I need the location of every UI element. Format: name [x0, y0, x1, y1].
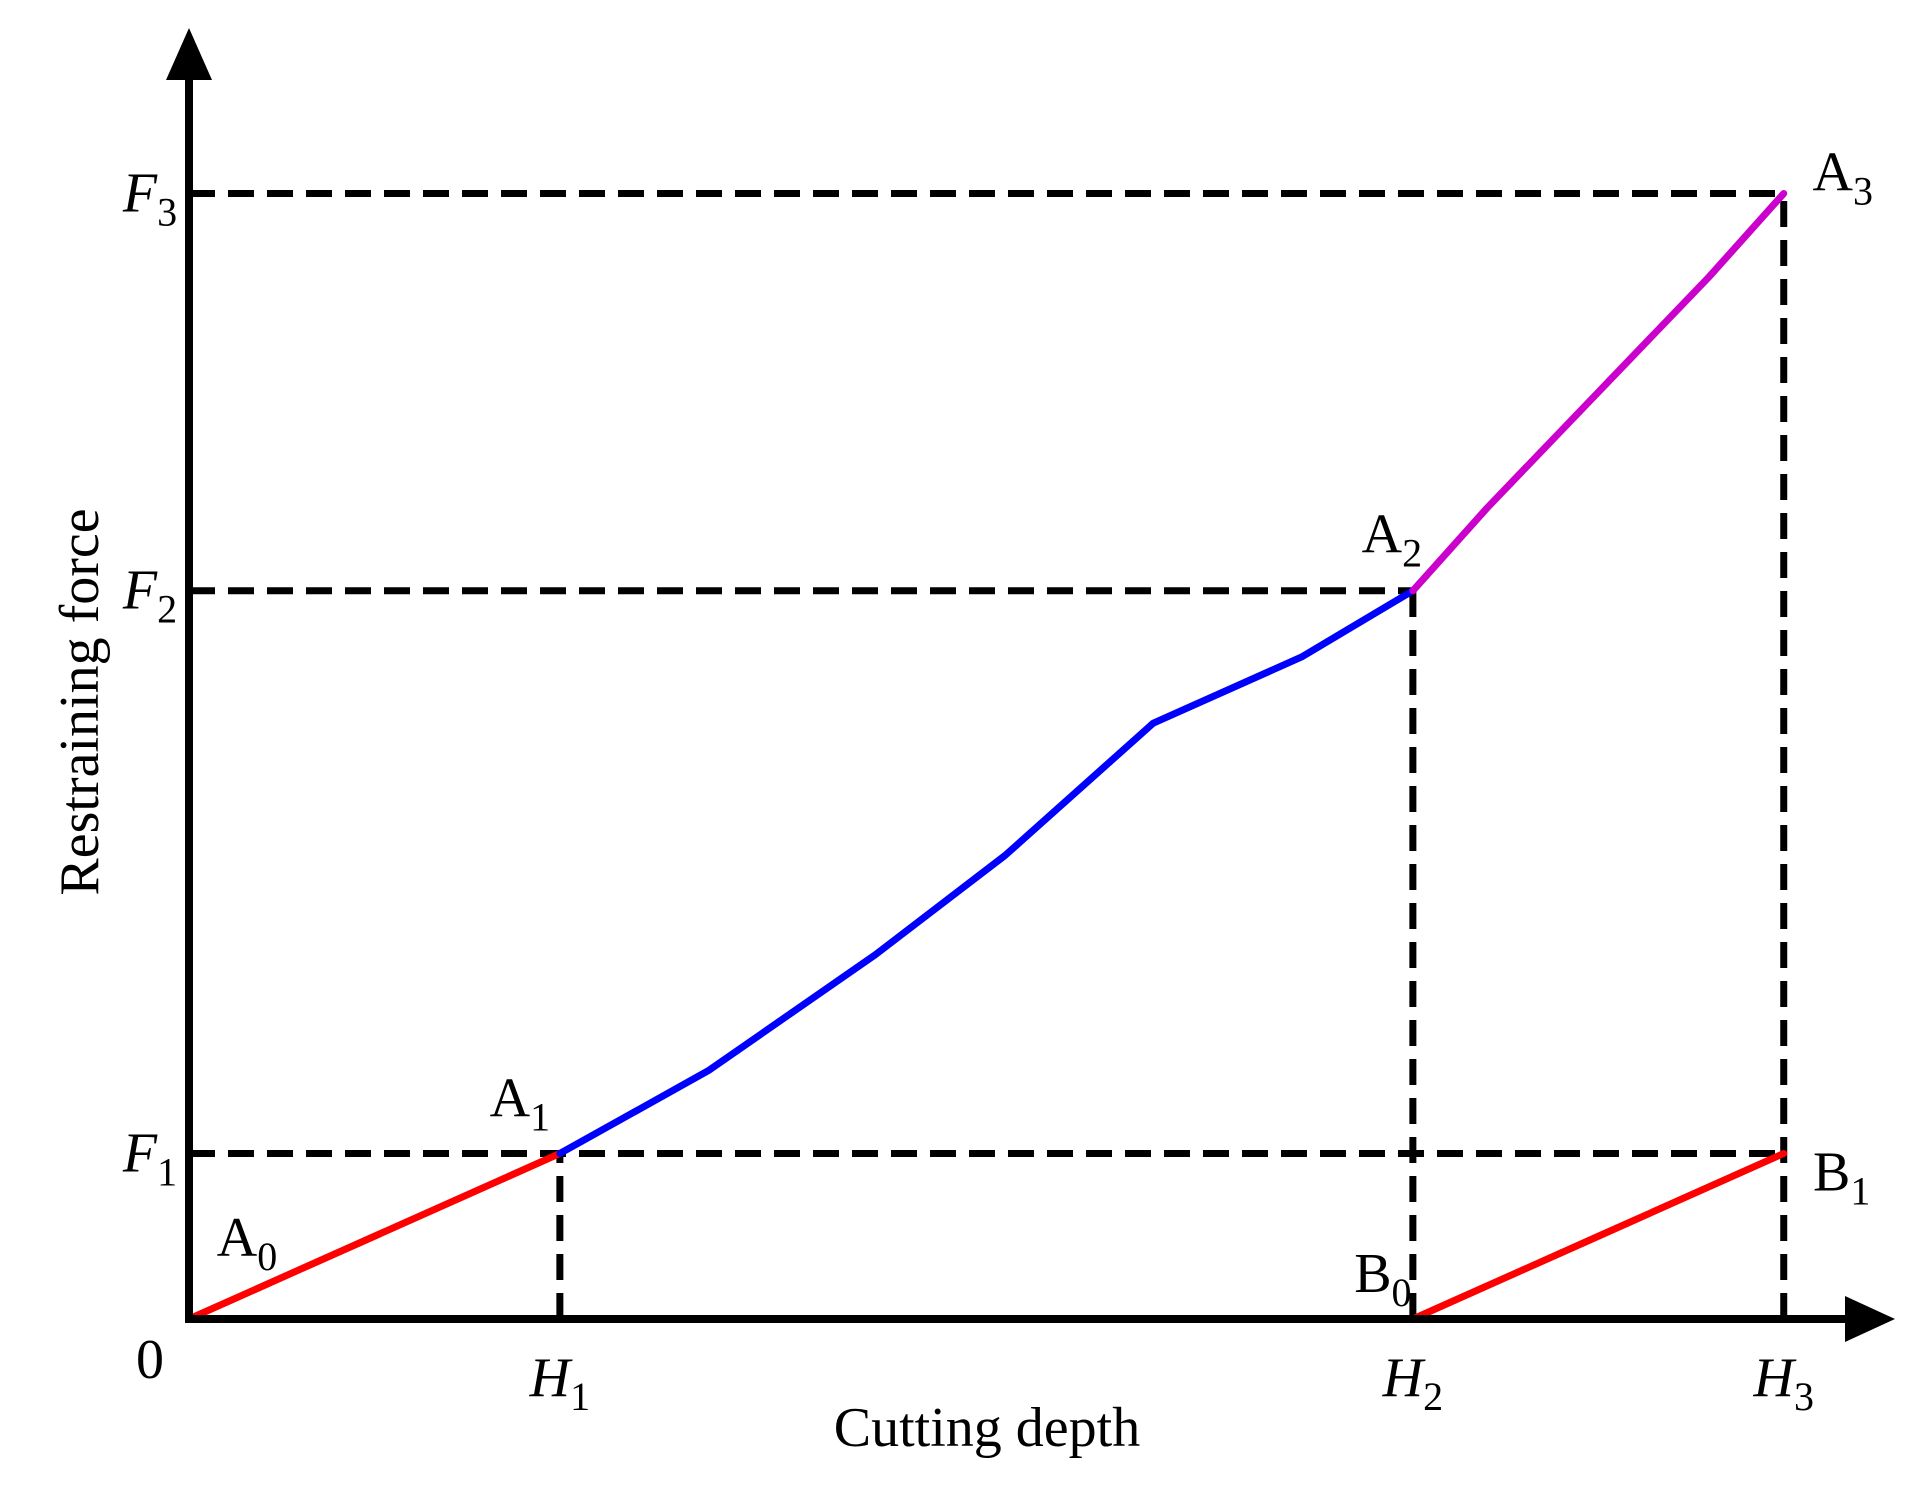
- y-axis-title: Restraining force: [49, 508, 111, 895]
- point-label-b0-main: B: [1354, 1243, 1391, 1305]
- x-tick-label-h2: H2: [1382, 1347, 1443, 1419]
- origin-label: 0: [136, 1329, 164, 1391]
- axes: [166, 28, 1895, 1342]
- x-tick-label-h3-sub: 3: [1794, 1374, 1814, 1419]
- y-tick-label-f2-main: F: [122, 560, 158, 622]
- reference-lines: [189, 190, 1788, 1319]
- y-tick-label-f2-sub: 2: [157, 587, 177, 632]
- curve-segment-4: [1409, 1149, 1788, 1323]
- x-tick-label-h3: H3: [1753, 1347, 1814, 1419]
- point-label-a1-sub: 1: [530, 1094, 550, 1139]
- x-tick-label-h2-sub: 2: [1423, 1374, 1443, 1419]
- point-label-a2: A2: [1362, 504, 1422, 576]
- y-tick-label-f3: F3: [122, 163, 177, 235]
- y-tick-label-f3-main: F: [122, 163, 158, 225]
- y-tick-label-f3-sub: 3: [157, 190, 177, 235]
- y-axis-arrow: [166, 28, 212, 80]
- point-label-a2-sub: 2: [1402, 531, 1422, 576]
- x-axis-arrow: [1845, 1296, 1895, 1342]
- point-label-a1: A1: [490, 1067, 550, 1139]
- point-label-b1: B1: [1813, 1141, 1870, 1213]
- x-tick-label-h1-main: H: [529, 1347, 573, 1409]
- point-label-a2-main: A: [1362, 504, 1403, 566]
- curve-segment-3: [1409, 190, 1788, 595]
- curves: [185, 190, 1788, 1323]
- point-label-a0: A0: [217, 1207, 277, 1279]
- point-label-a3-main: A: [1813, 142, 1854, 204]
- x-tick-label-h2-main: H: [1382, 1347, 1426, 1409]
- y-tick-label-f1: F1: [122, 1122, 177, 1194]
- x-axis-title: Cutting depth: [834, 1397, 1140, 1459]
- point-label-b1-main: B: [1813, 1141, 1850, 1203]
- point-label-a3-sub: 3: [1853, 169, 1873, 214]
- point-label-b1-sub: 1: [1850, 1168, 1870, 1213]
- y-tick-label-f1-main: F: [122, 1122, 158, 1184]
- y-tick-label-f1-sub: 1: [157, 1149, 177, 1194]
- x-tick-label-h3-main: H: [1753, 1347, 1797, 1409]
- curve-segment-2: [556, 587, 1417, 1157]
- curve-segment-1: [185, 1149, 564, 1323]
- point-label-a0-main: A: [217, 1207, 258, 1269]
- point-label-b0: B0: [1354, 1243, 1411, 1315]
- point-label-b0-sub: 0: [1392, 1270, 1412, 1315]
- y-tick-label-f2: F2: [122, 560, 177, 632]
- x-tick-label-h1: H1: [529, 1347, 590, 1419]
- point-label-a0-sub: 0: [257, 1234, 277, 1279]
- x-tick-label-h1-sub: 1: [570, 1374, 590, 1419]
- point-label-a3: A3: [1813, 142, 1873, 214]
- point-label-a1-main: A: [490, 1067, 531, 1129]
